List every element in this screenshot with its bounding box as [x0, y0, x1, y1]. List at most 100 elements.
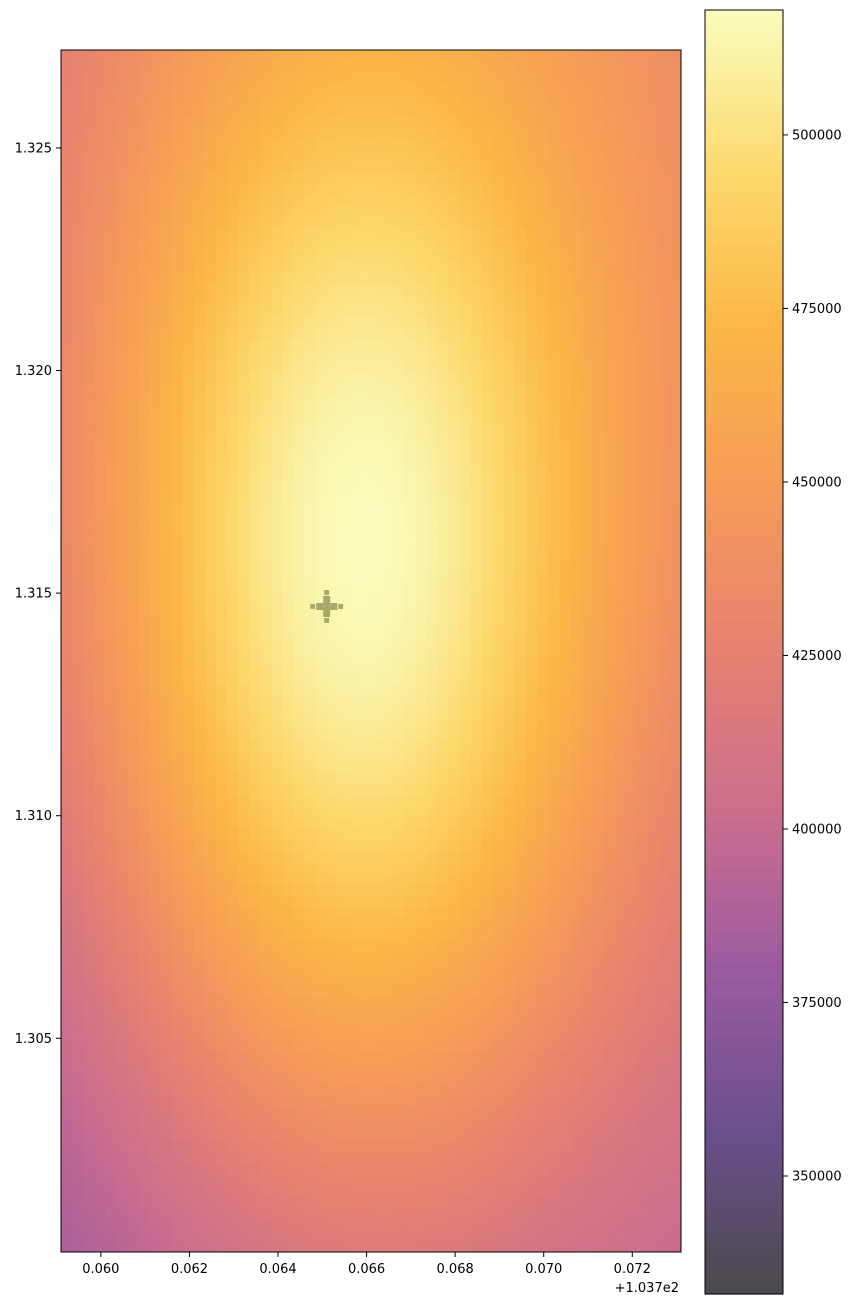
heatmap-cell: [138, 740, 151, 752]
heatmap-cell: [160, 495, 173, 507]
heatmap-cell: [160, 484, 173, 496]
heatmap-cell: [658, 806, 671, 819]
heatmap-cell: [526, 695, 538, 708]
heatmap-cell: [636, 984, 649, 997]
heatmap-cell: [227, 127, 239, 140]
heatmap-cell: [304, 906, 317, 919]
heatmap-cell: [559, 283, 571, 296]
heatmap-cell: [548, 996, 560, 1008]
heatmap-cell: [61, 984, 73, 997]
heatmap-cell: [171, 728, 184, 741]
heatmap-cell: [603, 573, 616, 585]
heatmap-cell: [204, 261, 217, 274]
heatmap-cell: [72, 639, 84, 652]
heatmap-cell: [326, 895, 339, 908]
heatmap-cell: [570, 439, 582, 452]
heatmap-cell: [204, 662, 217, 674]
heatmap-cell: [526, 250, 538, 263]
heatmap-cell: [282, 305, 295, 318]
heatmap-cell: [404, 806, 416, 819]
heatmap-cell: [326, 918, 339, 930]
heatmap-cell: [481, 239, 494, 251]
heatmap-cell: [382, 50, 394, 62]
heatmap-cell: [105, 461, 117, 474]
heatmap-cell: [526, 662, 538, 674]
heatmap-cell: [548, 205, 560, 218]
heatmap-cell: [636, 517, 649, 530]
heatmap-cell: [382, 784, 394, 797]
heatmap-cell: [271, 651, 284, 663]
heatmap-cell: [647, 406, 660, 418]
heatmap-cell: [249, 239, 261, 251]
heatmap-cell: [138, 495, 151, 507]
heatmap-cell: [415, 984, 427, 997]
heatmap-cell: [171, 216, 184, 229]
heatmap-cell: [514, 584, 527, 596]
heatmap-cell: [459, 472, 472, 485]
heatmap-cell: [537, 150, 549, 162]
heatmap-cell: [581, 751, 594, 763]
heatmap-cell: [503, 305, 516, 318]
heatmap-cell: [127, 495, 140, 507]
heatmap-cell: [304, 918, 317, 930]
heatmap-cell: [503, 728, 516, 741]
heatmap-cell: [282, 1007, 295, 1019]
heatmap-cell: [149, 684, 162, 697]
heatmap-cell: [282, 906, 295, 919]
heatmap-cell: [94, 784, 106, 797]
heatmap-cell: [293, 395, 306, 407]
heatmap-cell: [83, 484, 95, 496]
heatmap-cell: [282, 929, 295, 941]
heatmap-cell: [481, 584, 494, 596]
heatmap-cell: [393, 61, 405, 73]
heatmap-cell: [182, 895, 195, 908]
heatmap-cell: [61, 417, 73, 430]
heatmap-cell: [238, 139, 250, 151]
heatmap-cell: [182, 984, 195, 997]
heatmap-cell: [293, 461, 306, 474]
heatmap-cell: [603, 584, 616, 596]
heatmap-cell: [94, 417, 106, 430]
heatmap-cell: [249, 83, 261, 96]
heatmap-cell: [271, 740, 284, 752]
heatmap-cell: [193, 1029, 206, 1042]
heatmap-cell: [160, 595, 173, 608]
heatmap-cell: [171, 261, 184, 274]
heatmap-cell: [359, 305, 372, 318]
heatmap-cell: [359, 395, 372, 407]
heatmap-cell: [459, 239, 472, 251]
heatmap-cell: [614, 339, 627, 352]
heatmap-cell: [426, 584, 439, 596]
heatmap-cell: [459, 862, 472, 875]
heatmap-cell: [271, 350, 284, 363]
heatmap-cell: [260, 372, 272, 385]
heatmap-cell: [548, 1029, 560, 1042]
heatmap-cell: [105, 228, 117, 240]
heatmap-cell: [459, 127, 472, 140]
heatmap-cell: [548, 561, 560, 574]
heatmap-cell: [105, 50, 117, 62]
heatmap-cell: [514, 450, 527, 463]
heatmap-cell: [448, 317, 461, 329]
heatmap-cell: [61, 840, 73, 852]
heatmap-cell: [415, 450, 427, 463]
heatmap-cell: [371, 417, 383, 430]
heatmap-cell: [138, 183, 151, 196]
heatmap-cell: [548, 283, 560, 296]
heatmap-cell: [658, 517, 671, 530]
heatmap-cell: [72, 127, 84, 140]
heatmap-cell: [592, 350, 605, 363]
heatmap-cell: [481, 105, 494, 118]
heatmap-cell: [393, 806, 405, 819]
heatmap-cell: [448, 639, 461, 652]
heatmap-cell: [293, 1029, 306, 1042]
heatmap-cell: [581, 773, 594, 786]
heatmap-cell: [227, 283, 239, 296]
heatmap-cell: [548, 194, 560, 207]
heatmap-cell: [570, 550, 582, 563]
heatmap-cell: [382, 929, 394, 941]
heatmap-cell: [72, 940, 84, 953]
heatmap-cell: [669, 406, 681, 418]
heatmap-cell: [492, 906, 505, 919]
heatmap-cell: [193, 651, 206, 663]
